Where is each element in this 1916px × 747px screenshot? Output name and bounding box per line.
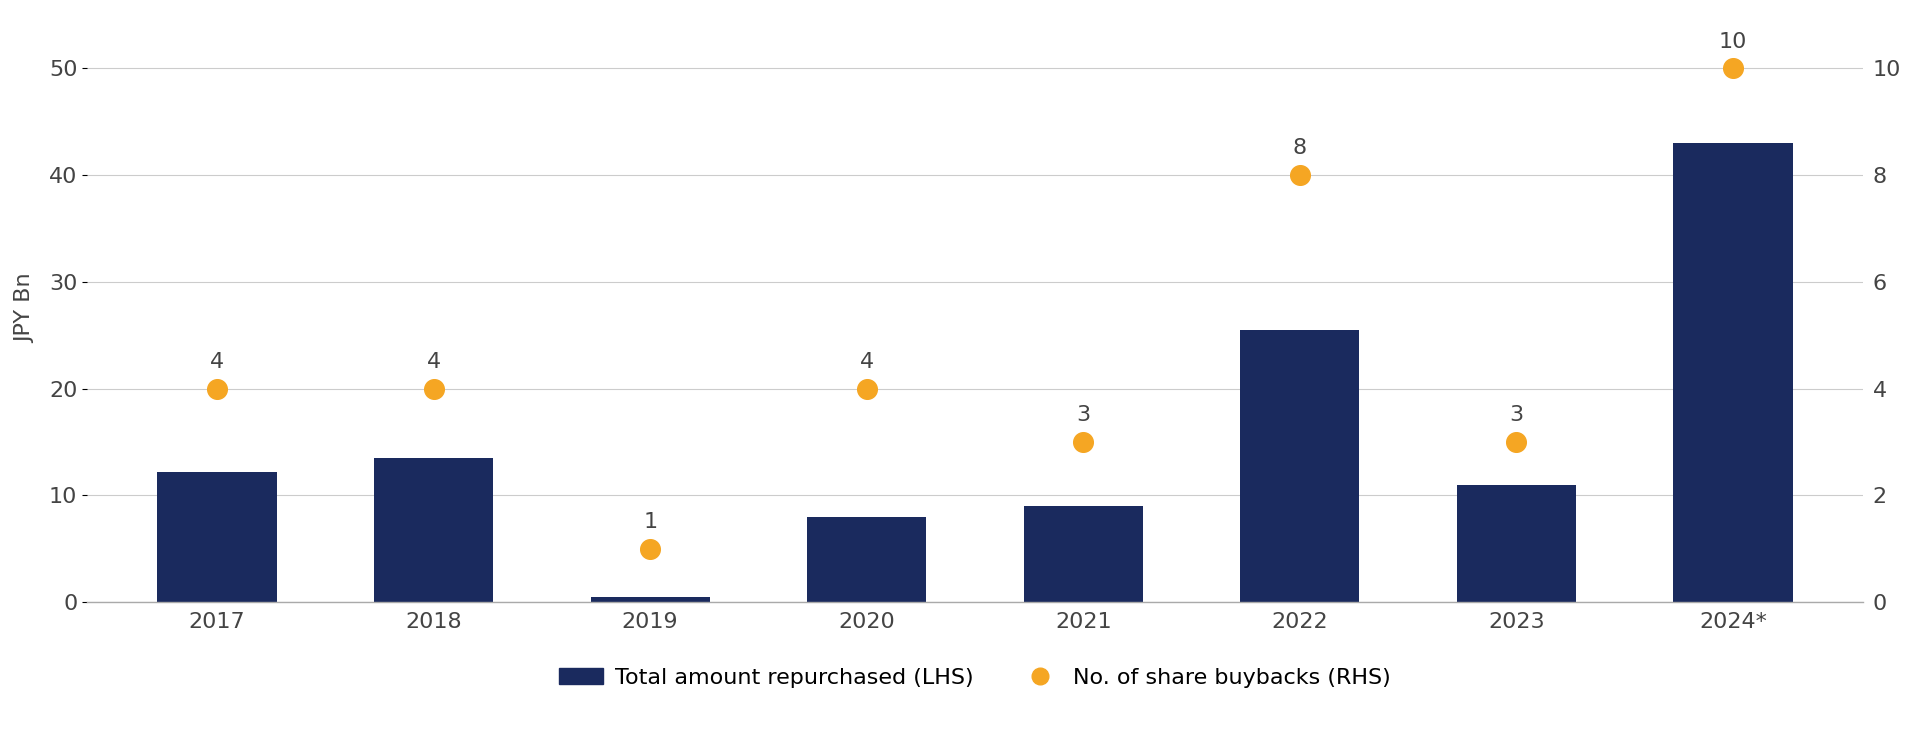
Point (1717, 63, 1747, 75)
Point (1284, 169, 1314, 181)
Bar (1023, 506, 1142, 602)
Text: 4: 4 (860, 352, 874, 372)
Bar (1456, 485, 1577, 602)
Point (418, 382, 448, 394)
Legend: Total amount repurchased (LHS), No. of share buybacks (RHS): Total amount repurchased (LHS), No. of s… (550, 659, 1401, 697)
Bar (590, 597, 709, 602)
Bar (1673, 143, 1793, 602)
Bar (157, 472, 276, 602)
Text: 4: 4 (427, 352, 441, 372)
Point (1500, 436, 1531, 448)
Point (201, 382, 232, 394)
Text: 3: 3 (1510, 406, 1523, 425)
Text: 10: 10 (1719, 31, 1747, 52)
Text: 8: 8 (1293, 138, 1307, 158)
Text: 3: 3 (1077, 406, 1090, 425)
Bar (1240, 330, 1358, 602)
Point (851, 382, 881, 394)
Text: 1: 1 (644, 512, 657, 532)
Bar (807, 517, 925, 602)
Y-axis label: JPY Bn: JPY Bn (15, 274, 34, 344)
Text: 4: 4 (211, 352, 224, 372)
Point (1067, 436, 1098, 448)
Bar (374, 458, 492, 602)
Point (634, 543, 665, 555)
